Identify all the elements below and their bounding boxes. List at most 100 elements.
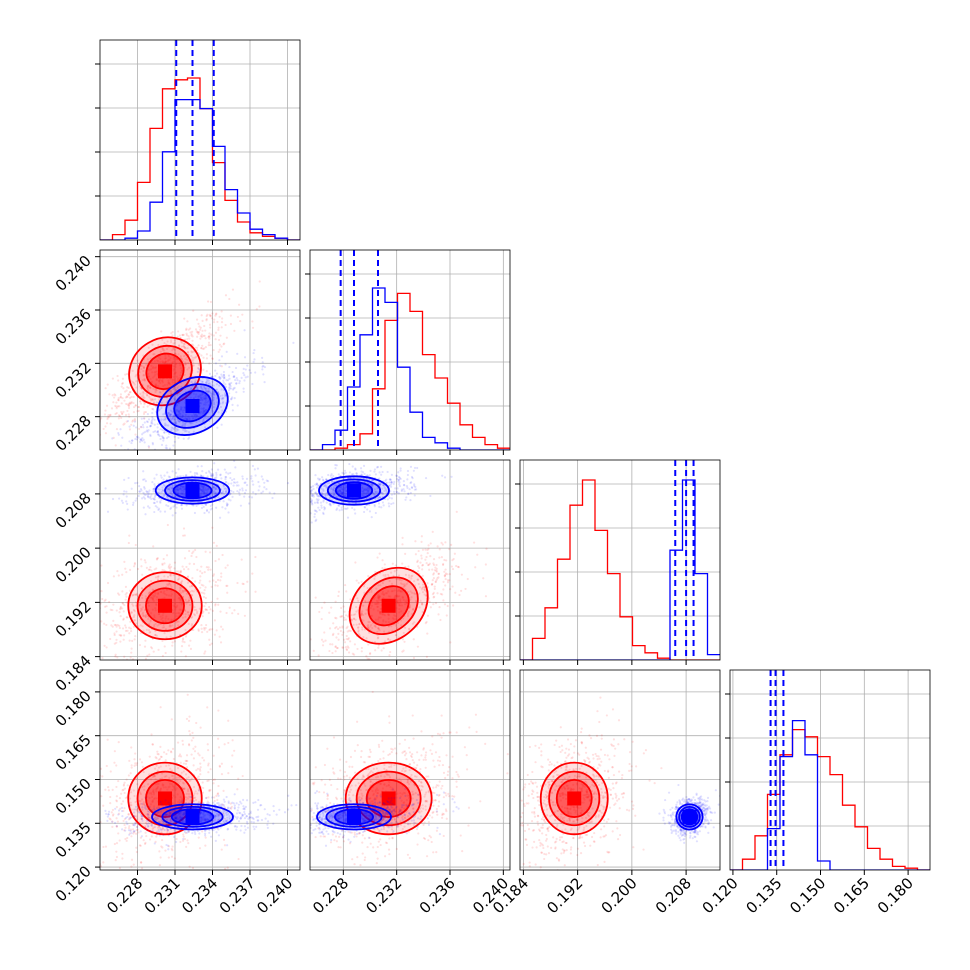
scatter-point bbox=[442, 588, 445, 591]
scatter-point bbox=[118, 626, 121, 630]
scatter-point bbox=[207, 566, 210, 569]
scatter-point bbox=[178, 755, 181, 758]
scatter-point bbox=[176, 409, 180, 412]
scatter-point bbox=[165, 764, 168, 767]
scatter-point bbox=[165, 554, 169, 557]
scatter-point bbox=[157, 591, 160, 595]
scatter-point bbox=[228, 383, 231, 386]
scatter-point bbox=[133, 563, 136, 566]
scatter-point bbox=[159, 381, 162, 385]
scatter-point bbox=[396, 602, 399, 605]
scatter-point bbox=[117, 431, 120, 435]
scatter-point bbox=[385, 591, 388, 595]
scatter-point bbox=[203, 652, 206, 655]
scatter-point bbox=[190, 350, 193, 353]
scatter-point bbox=[214, 369, 217, 372]
scatter-point bbox=[318, 508, 321, 512]
scatter-point bbox=[172, 573, 175, 577]
scatter-point bbox=[114, 462, 116, 464]
scatter-point bbox=[155, 790, 158, 793]
scatter-point bbox=[251, 382, 254, 386]
scatter-point bbox=[332, 489, 335, 492]
scatter-point bbox=[141, 785, 144, 789]
scatter-point bbox=[162, 478, 165, 481]
scatter-point bbox=[173, 352, 177, 355]
scatter-point bbox=[179, 371, 183, 374]
scatter-point bbox=[202, 488, 205, 491]
scatter-point bbox=[291, 503, 293, 505]
scatter-point bbox=[174, 487, 178, 491]
scatter-point bbox=[407, 565, 410, 568]
scatter-point bbox=[370, 588, 373, 592]
scatter-point bbox=[176, 767, 180, 770]
scatter-point bbox=[224, 487, 227, 490]
scatter-point bbox=[173, 787, 176, 790]
scatter-point bbox=[158, 377, 162, 381]
scatter-point bbox=[226, 866, 229, 869]
y-tick-label: 0.208 bbox=[52, 489, 95, 532]
scatter-point bbox=[210, 406, 214, 410]
scatter-point bbox=[203, 397, 206, 401]
scatter-point bbox=[197, 629, 200, 632]
scatter-point bbox=[153, 594, 157, 597]
scatter-point bbox=[324, 484, 327, 487]
scatter-point bbox=[209, 343, 212, 347]
scatter-point bbox=[433, 587, 436, 590]
scatter-point bbox=[168, 625, 171, 628]
scatter-point bbox=[142, 839, 145, 842]
scatter-point bbox=[127, 386, 130, 390]
scatter-point bbox=[374, 490, 377, 494]
scatter-point bbox=[149, 425, 152, 428]
scatter-point bbox=[119, 396, 122, 399]
scatter-point bbox=[195, 471, 198, 475]
scatter-point bbox=[186, 347, 189, 350]
scatter-point bbox=[137, 625, 140, 628]
scatter-point bbox=[166, 340, 169, 343]
scatter-point bbox=[168, 811, 171, 814]
scatter-point bbox=[169, 767, 172, 770]
scatter-point bbox=[432, 603, 435, 606]
scatter-point bbox=[360, 470, 363, 473]
scatter-point bbox=[254, 474, 257, 477]
scatter-point bbox=[310, 499, 313, 502]
scatter-point bbox=[231, 409, 234, 412]
scatter-point bbox=[210, 474, 213, 477]
scatter-point bbox=[437, 572, 441, 575]
scatter-point bbox=[425, 562, 428, 565]
scatter-point bbox=[216, 792, 219, 796]
scatter-point bbox=[366, 626, 369, 629]
scatter-point bbox=[367, 626, 370, 629]
scatter-point bbox=[412, 469, 415, 472]
scatter-point bbox=[125, 389, 128, 392]
scatter-point bbox=[388, 654, 391, 657]
scatter-point bbox=[130, 647, 133, 650]
scatter-point bbox=[153, 371, 156, 374]
scatter-point bbox=[166, 451, 168, 453]
scatter-point bbox=[196, 610, 199, 613]
scatter-point bbox=[182, 835, 185, 838]
scatter-point bbox=[128, 759, 131, 762]
scatter-point bbox=[134, 499, 137, 502]
scatter-point bbox=[397, 480, 400, 483]
scatter-point bbox=[183, 837, 187, 841]
scatter-point bbox=[217, 784, 220, 788]
scatter-point bbox=[451, 585, 454, 588]
scatter-point bbox=[115, 451, 117, 453]
scatter-point bbox=[175, 605, 178, 609]
scatter-point bbox=[362, 636, 365, 639]
scatter-point bbox=[381, 484, 385, 487]
scatter-point bbox=[389, 595, 392, 598]
scatter-point bbox=[171, 484, 174, 488]
scatter-point bbox=[193, 613, 196, 616]
scatter-point bbox=[377, 616, 381, 619]
scatter-point bbox=[186, 418, 189, 421]
scatter-point bbox=[301, 488, 303, 490]
scatter-point bbox=[190, 333, 193, 336]
scatter-point bbox=[135, 828, 138, 832]
scatter-point bbox=[139, 799, 142, 803]
scatter-point bbox=[314, 483, 317, 486]
scatter-point bbox=[146, 412, 149, 416]
scatter-point bbox=[228, 297, 231, 301]
scatter-point bbox=[426, 614, 429, 617]
scatter-point bbox=[122, 783, 126, 786]
